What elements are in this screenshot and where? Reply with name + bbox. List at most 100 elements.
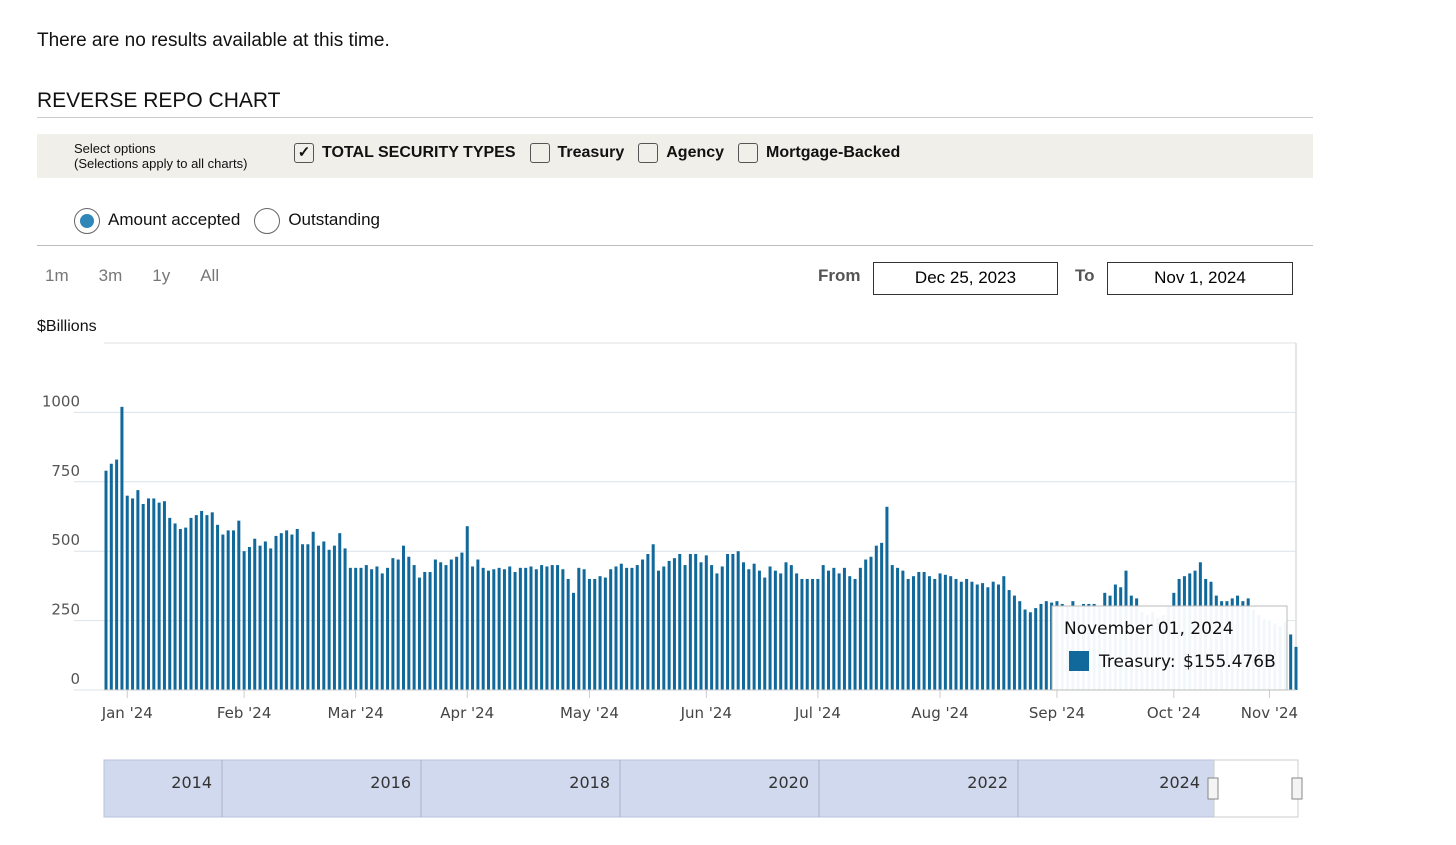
bar — [763, 577, 767, 690]
bar — [720, 566, 724, 690]
range-button[interactable]: 3m — [98, 266, 123, 285]
checkbox[interactable]: ✓ — [294, 143, 314, 163]
bar — [173, 523, 177, 690]
bar — [322, 541, 326, 690]
checkbox-option[interactable]: ✓ TOTAL SECURITY TYPES — [294, 143, 516, 163]
bar — [306, 544, 310, 690]
bar — [327, 549, 331, 690]
divider — [37, 117, 1313, 118]
bar — [1289, 634, 1293, 690]
bar — [354, 567, 358, 690]
bar — [529, 566, 533, 690]
bar — [943, 574, 947, 690]
to-input[interactable]: Nov 1, 2024 — [1107, 262, 1293, 295]
bar — [396, 559, 400, 690]
bar — [141, 504, 145, 690]
bar — [253, 538, 257, 690]
bar — [125, 495, 129, 690]
range-button[interactable]: 1y — [152, 266, 171, 285]
range-button[interactable]: All — [200, 266, 220, 285]
range-buttons: 1m 3m 1y All — [45, 266, 249, 286]
bar — [1018, 601, 1022, 690]
bar — [439, 562, 443, 690]
bar — [449, 559, 453, 690]
bar — [1023, 609, 1027, 690]
bar — [890, 565, 894, 690]
radio-group: Amount accepted Outstanding — [74, 208, 394, 234]
bar — [593, 578, 597, 690]
bar — [189, 517, 193, 690]
bar — [938, 573, 942, 690]
bar — [338, 533, 342, 690]
bar — [115, 459, 119, 690]
bar — [375, 566, 379, 690]
bar — [694, 553, 698, 690]
bar — [672, 558, 676, 690]
bar — [704, 555, 708, 690]
bar — [232, 530, 235, 690]
bar — [688, 553, 692, 690]
navigator-label: 2014 — [171, 773, 212, 792]
bar — [178, 528, 182, 690]
bar — [901, 570, 905, 690]
bar — [885, 506, 889, 690]
from-input[interactable]: Dec 25, 2023 — [873, 262, 1058, 295]
checkbox[interactable] — [638, 143, 659, 163]
bar — [742, 562, 745, 690]
x-tick-label: Nov '24 — [1241, 704, 1298, 722]
bar — [635, 565, 639, 690]
bar — [667, 560, 671, 690]
bar — [237, 520, 241, 690]
bar — [1044, 601, 1048, 690]
bar — [630, 567, 634, 690]
bar — [295, 528, 299, 690]
bar — [572, 592, 575, 690]
checkbox-label: Treasury — [557, 144, 625, 162]
bar — [827, 570, 830, 690]
tooltip-date: November 01, 2024 — [1064, 619, 1234, 639]
navigator-bg — [103, 759, 1215, 818]
bar — [912, 576, 915, 690]
navigator-label: 2016 — [370, 773, 411, 792]
y-tick-label: 1000 — [42, 392, 80, 410]
bar — [136, 490, 140, 690]
tooltip — [1051, 605, 1288, 691]
bar — [1002, 576, 1006, 690]
options-label: Select options (Selections apply to all … — [74, 141, 247, 171]
navigator-handle[interactable] — [1291, 777, 1303, 800]
bar — [614, 566, 618, 690]
radio-option[interactable]: Outstanding — [254, 208, 380, 234]
y-tick-label: 0 — [70, 670, 80, 688]
bar — [285, 530, 289, 690]
bar — [221, 534, 225, 690]
navigator-window — [1213, 759, 1299, 818]
options-bar — [37, 134, 1313, 178]
bar — [816, 578, 820, 690]
bar — [625, 567, 629, 690]
bar — [927, 576, 931, 690]
checkbox[interactable] — [529, 143, 550, 163]
bar — [524, 567, 528, 690]
bar — [444, 565, 448, 690]
bar — [800, 578, 804, 690]
bar — [869, 556, 873, 690]
radio[interactable] — [254, 208, 281, 234]
radio[interactable] — [74, 208, 100, 234]
checkbox-option[interactable]: Agency — [638, 143, 724, 163]
navigator-handle[interactable] — [1207, 777, 1219, 800]
bar — [566, 578, 570, 690]
bar — [991, 581, 995, 690]
checkbox[interactable] — [738, 143, 759, 163]
message: There are no results available at this t… — [37, 30, 390, 51]
range-button[interactable]: 1m — [45, 266, 69, 285]
bar — [502, 569, 506, 690]
checkbox-option[interactable]: Treasury — [529, 143, 625, 163]
bar — [561, 569, 565, 690]
bar — [279, 533, 283, 690]
bar — [120, 406, 124, 690]
checkbox-option[interactable]: Mortgage-Backed — [738, 143, 900, 163]
bar — [922, 572, 926, 690]
bar — [981, 583, 985, 690]
radio-option[interactable]: Amount accepted — [74, 208, 240, 234]
